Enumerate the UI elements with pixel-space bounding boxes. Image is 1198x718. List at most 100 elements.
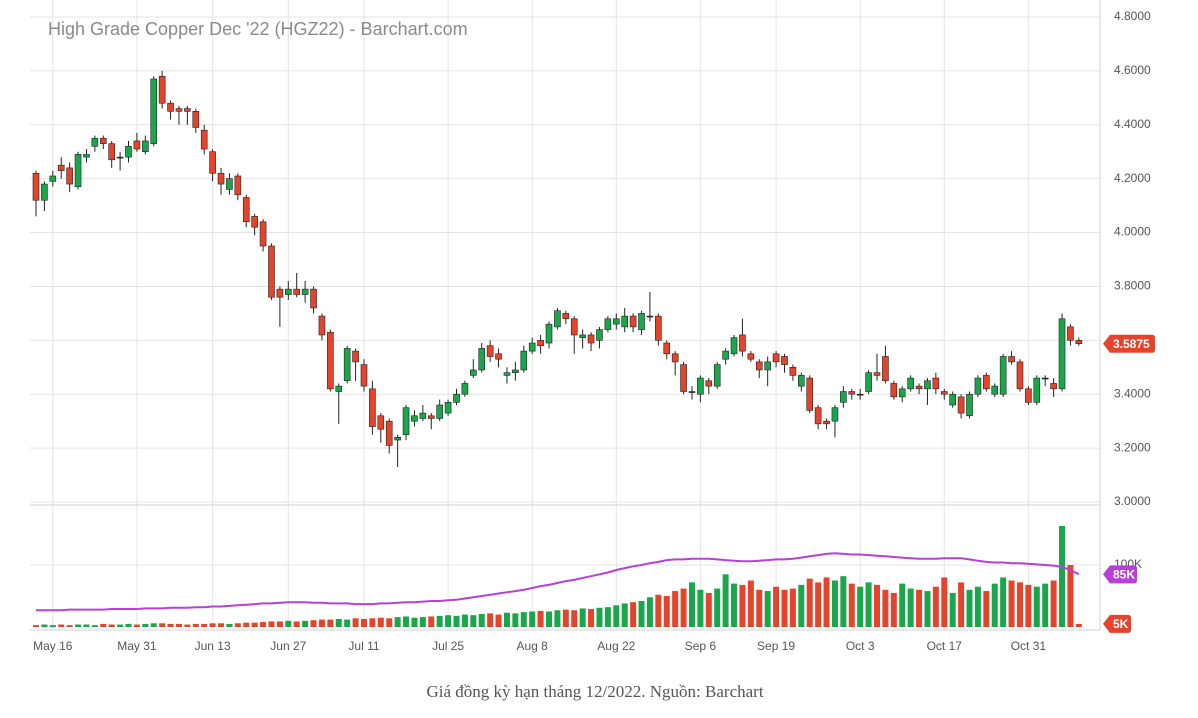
y-tick-label: 3.2000 xyxy=(1114,440,1151,454)
candle-body xyxy=(562,313,570,320)
volume-bar xyxy=(966,589,973,627)
candle-body xyxy=(293,288,301,295)
volume-bar xyxy=(932,586,939,627)
volume-bar xyxy=(436,615,443,627)
candle-body xyxy=(991,385,999,395)
candle-body xyxy=(1067,326,1074,341)
volume-bar xyxy=(226,623,233,627)
candle-body xyxy=(175,108,183,112)
candle-body xyxy=(242,197,250,223)
volume-bar xyxy=(394,617,401,627)
candle-body xyxy=(192,111,200,128)
volume-bar xyxy=(630,602,637,627)
volume-bar xyxy=(1050,580,1057,627)
volume-bar xyxy=(731,583,738,627)
volume-bar xyxy=(167,623,174,627)
x-tick-label: Sep 6 xyxy=(685,639,717,653)
candle-body xyxy=(158,75,166,104)
candle-body xyxy=(167,102,174,112)
candle-body xyxy=(545,323,553,344)
candle-body xyxy=(957,396,965,414)
volume-bar xyxy=(83,624,90,627)
volume-bar xyxy=(150,623,157,627)
candle-body xyxy=(427,415,435,419)
volume-bar xyxy=(714,588,721,627)
volume-bar xyxy=(857,586,864,627)
candle-body xyxy=(352,350,359,363)
volume-bar xyxy=(789,588,796,627)
volume-bar xyxy=(75,624,82,627)
volume-bar xyxy=(613,605,620,627)
volume-bar xyxy=(1033,586,1040,627)
candle-body xyxy=(385,420,393,446)
volume-bar xyxy=(1059,525,1066,627)
volume-bar xyxy=(840,576,847,627)
candle-body xyxy=(217,172,225,185)
volume-bar xyxy=(705,592,712,627)
volume-bar xyxy=(470,615,477,627)
candle-body xyxy=(814,407,822,425)
volume-bar xyxy=(251,622,258,627)
volume-bar xyxy=(268,621,275,627)
candle-body xyxy=(461,383,469,395)
candle-body xyxy=(1016,361,1024,390)
volume-bar xyxy=(680,588,687,627)
x-tick-label: Oct 3 xyxy=(846,639,875,653)
candle-body xyxy=(444,402,452,414)
y-tick-label: 4.6000 xyxy=(1114,63,1151,77)
candle-body xyxy=(932,377,940,390)
candle-body xyxy=(343,348,351,382)
volume-bar xyxy=(411,617,418,627)
volume-bar xyxy=(831,580,838,627)
candle-body xyxy=(310,288,317,309)
volume-bar xyxy=(672,591,679,627)
candle-body xyxy=(327,331,334,390)
value-badge-label: 5K xyxy=(1113,617,1129,631)
candle-body xyxy=(436,404,443,419)
x-tick-label: May 31 xyxy=(117,639,157,653)
candle-body xyxy=(528,342,536,352)
candle-body xyxy=(940,391,948,395)
volume-bar xyxy=(924,591,931,627)
candle-body xyxy=(856,393,864,396)
volume-bar xyxy=(478,613,485,627)
volume-bar xyxy=(941,577,948,627)
volume-bar xyxy=(310,620,317,627)
volume-bar xyxy=(621,603,628,627)
candle-body xyxy=(276,288,284,298)
candle-body xyxy=(680,364,687,392)
candle-body xyxy=(865,372,872,392)
candle-body xyxy=(108,143,115,161)
volume-bar xyxy=(1016,582,1023,627)
candle-body xyxy=(974,377,982,395)
volume-bar xyxy=(1000,577,1007,627)
volume-bar xyxy=(815,582,822,627)
candle-body xyxy=(966,393,973,417)
volume-bar xyxy=(554,610,561,627)
candle-body xyxy=(318,315,326,336)
y-tick-label: 3.4000 xyxy=(1114,386,1151,400)
candle-body xyxy=(402,407,410,435)
candle-body xyxy=(798,375,805,387)
candle-body xyxy=(873,372,881,376)
candle-body xyxy=(537,340,544,347)
candle-body xyxy=(116,156,124,159)
candle-body xyxy=(755,361,763,371)
volume-bar xyxy=(865,582,872,627)
candle-body xyxy=(133,140,141,150)
candle-body xyxy=(722,350,729,360)
candle-body xyxy=(890,383,898,398)
volume-bar xyxy=(688,582,695,627)
volume-bar xyxy=(806,578,813,627)
y-tick-label: 4.0000 xyxy=(1114,225,1151,239)
candle-body xyxy=(999,356,1007,395)
volume-bar xyxy=(285,620,292,627)
candle-body xyxy=(335,385,343,392)
candle-body xyxy=(655,315,662,341)
volume-bar xyxy=(823,577,830,627)
candle-body xyxy=(125,146,132,158)
x-tick-label: Aug 8 xyxy=(517,639,549,653)
candle-body xyxy=(713,364,721,387)
candle-body xyxy=(579,334,586,338)
x-tick-label: Jun 13 xyxy=(195,639,231,653)
